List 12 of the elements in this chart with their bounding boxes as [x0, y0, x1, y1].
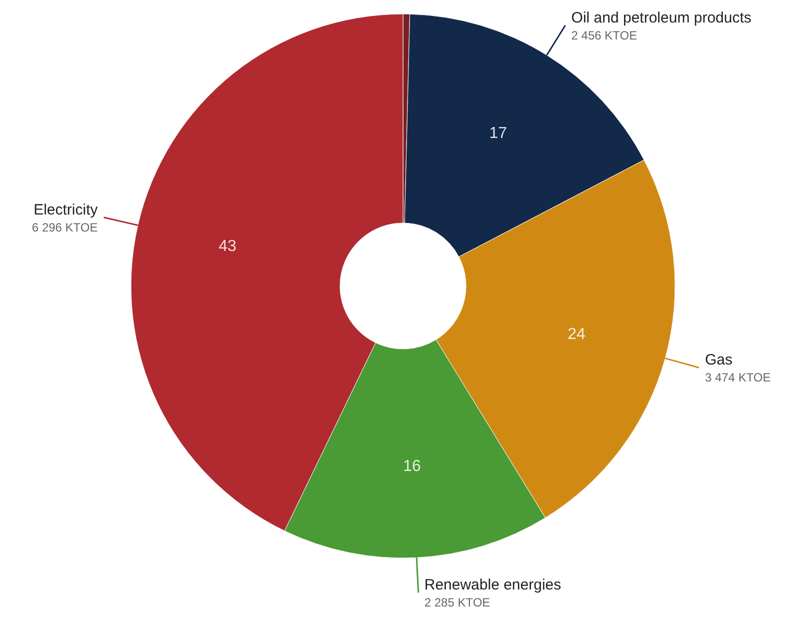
slice-label: Gas: [704, 352, 732, 369]
text: 2 456 KTOE: [571, 28, 638, 42]
text: 2 285 KTOE: [424, 596, 490, 610]
data-label: 43: [218, 238, 237, 255]
slice-label: Electricity: [34, 201, 98, 218]
data-label: 16: [403, 458, 422, 475]
text: 3 474 KTOE: [704, 370, 771, 385]
slice-label: Oil and petroleum products: [571, 9, 752, 26]
slice-label: Renewable energies: [424, 576, 562, 594]
data-label: 17: [489, 125, 508, 142]
text: 6 296 KTOE: [32, 220, 98, 234]
data-label: 24: [568, 326, 586, 343]
